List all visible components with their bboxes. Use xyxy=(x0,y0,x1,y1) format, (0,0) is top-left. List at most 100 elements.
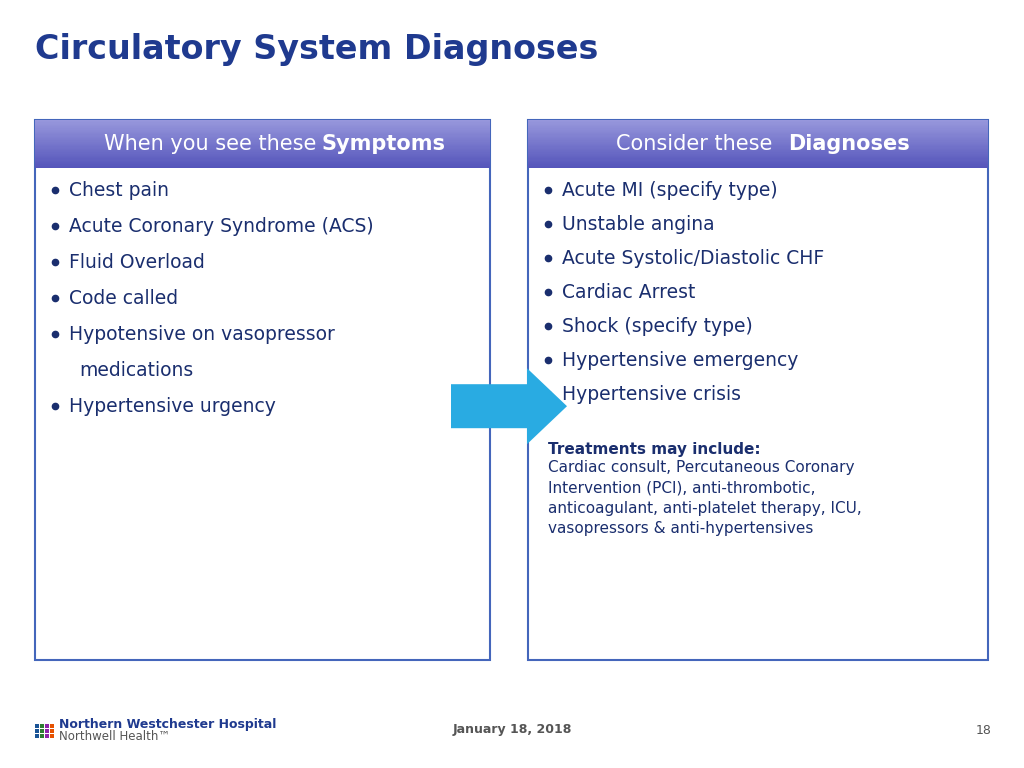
Bar xyxy=(35,151,490,152)
Bar xyxy=(35,729,39,733)
Bar xyxy=(35,135,490,137)
Text: Hypertensive crisis: Hypertensive crisis xyxy=(562,385,741,403)
Bar xyxy=(528,144,988,147)
Bar xyxy=(528,141,988,143)
Bar xyxy=(35,161,490,164)
Bar xyxy=(35,161,490,162)
Text: When you see these: When you see these xyxy=(103,134,323,154)
Bar xyxy=(528,164,988,166)
Bar xyxy=(35,128,490,130)
Bar xyxy=(528,152,988,154)
Bar xyxy=(35,125,490,127)
Bar xyxy=(35,121,490,122)
Bar xyxy=(35,124,490,126)
Bar xyxy=(35,127,490,128)
Bar xyxy=(528,146,988,147)
Bar xyxy=(35,139,490,141)
Bar xyxy=(35,134,490,136)
Bar xyxy=(35,131,490,133)
Bar xyxy=(50,724,54,728)
Bar xyxy=(528,161,988,162)
Text: January 18, 2018: January 18, 2018 xyxy=(453,723,571,737)
Bar xyxy=(528,122,988,124)
Bar xyxy=(528,155,988,157)
Text: Acute Systolic/Diastolic CHF: Acute Systolic/Diastolic CHF xyxy=(562,249,824,267)
Text: Unstable angina: Unstable angina xyxy=(562,214,715,233)
Text: Acute Coronary Syndrome (ACS): Acute Coronary Syndrome (ACS) xyxy=(69,217,374,236)
Bar xyxy=(35,147,490,149)
Polygon shape xyxy=(451,368,567,444)
Bar xyxy=(40,734,44,738)
Text: Treatments may include:: Treatments may include: xyxy=(548,442,761,457)
Bar xyxy=(45,734,49,738)
Bar xyxy=(528,120,988,660)
Bar xyxy=(45,724,49,728)
Bar xyxy=(528,167,988,168)
Bar xyxy=(35,152,490,154)
Bar xyxy=(35,734,39,738)
Bar xyxy=(40,724,44,728)
Bar xyxy=(528,163,988,164)
Bar xyxy=(35,163,490,164)
Text: Consider these: Consider these xyxy=(615,134,779,154)
Text: Acute MI (specify type): Acute MI (specify type) xyxy=(562,180,777,200)
Bar xyxy=(528,133,988,134)
Bar xyxy=(528,123,988,124)
Bar xyxy=(35,159,490,161)
Bar xyxy=(35,167,490,168)
Bar xyxy=(528,121,988,122)
Bar xyxy=(35,154,490,156)
Bar xyxy=(35,153,490,155)
Text: 18: 18 xyxy=(976,723,992,737)
Text: Northwell Health™: Northwell Health™ xyxy=(59,730,170,743)
Bar xyxy=(35,724,39,728)
Bar xyxy=(528,151,988,152)
Bar xyxy=(528,137,988,139)
Bar xyxy=(35,144,490,147)
Bar xyxy=(35,155,490,157)
Bar xyxy=(528,142,988,144)
Bar xyxy=(528,161,988,164)
Bar xyxy=(35,131,490,132)
Bar xyxy=(528,150,988,151)
Bar xyxy=(35,122,490,124)
Bar xyxy=(50,734,54,738)
Bar xyxy=(528,136,988,138)
Text: Code called: Code called xyxy=(69,289,178,307)
Text: Shock (specify type): Shock (specify type) xyxy=(562,316,753,336)
Bar xyxy=(528,131,988,133)
Bar xyxy=(528,135,988,137)
Bar xyxy=(528,153,988,155)
Bar xyxy=(35,158,490,160)
Bar xyxy=(528,120,988,121)
Bar xyxy=(528,159,988,161)
Bar xyxy=(35,144,490,145)
Bar xyxy=(35,146,490,147)
Bar xyxy=(35,120,490,660)
Bar xyxy=(528,158,988,160)
Bar xyxy=(40,729,44,733)
Bar xyxy=(35,165,490,167)
Text: Diagnoses: Diagnoses xyxy=(787,134,909,154)
Bar xyxy=(528,127,988,128)
Bar xyxy=(528,140,988,141)
Bar xyxy=(35,129,490,131)
Bar xyxy=(50,729,54,733)
Text: Symptoms: Symptoms xyxy=(322,134,445,154)
Bar xyxy=(528,147,988,149)
Text: Circulatory System Diagnoses: Circulatory System Diagnoses xyxy=(35,33,598,66)
Text: Fluid Overload: Fluid Overload xyxy=(69,253,205,272)
Text: Hypotensive on vasopressor: Hypotensive on vasopressor xyxy=(69,325,335,343)
Bar xyxy=(35,157,490,158)
Bar xyxy=(528,139,988,141)
Bar xyxy=(528,125,988,127)
Text: Chest pain: Chest pain xyxy=(69,180,169,200)
Bar xyxy=(528,131,988,132)
Bar xyxy=(35,123,490,124)
Bar xyxy=(528,165,988,167)
Bar xyxy=(528,129,988,131)
Bar xyxy=(528,148,988,150)
Text: Hypertensive emergency: Hypertensive emergency xyxy=(562,350,799,369)
Text: medications: medications xyxy=(79,360,194,379)
Bar xyxy=(528,144,988,145)
